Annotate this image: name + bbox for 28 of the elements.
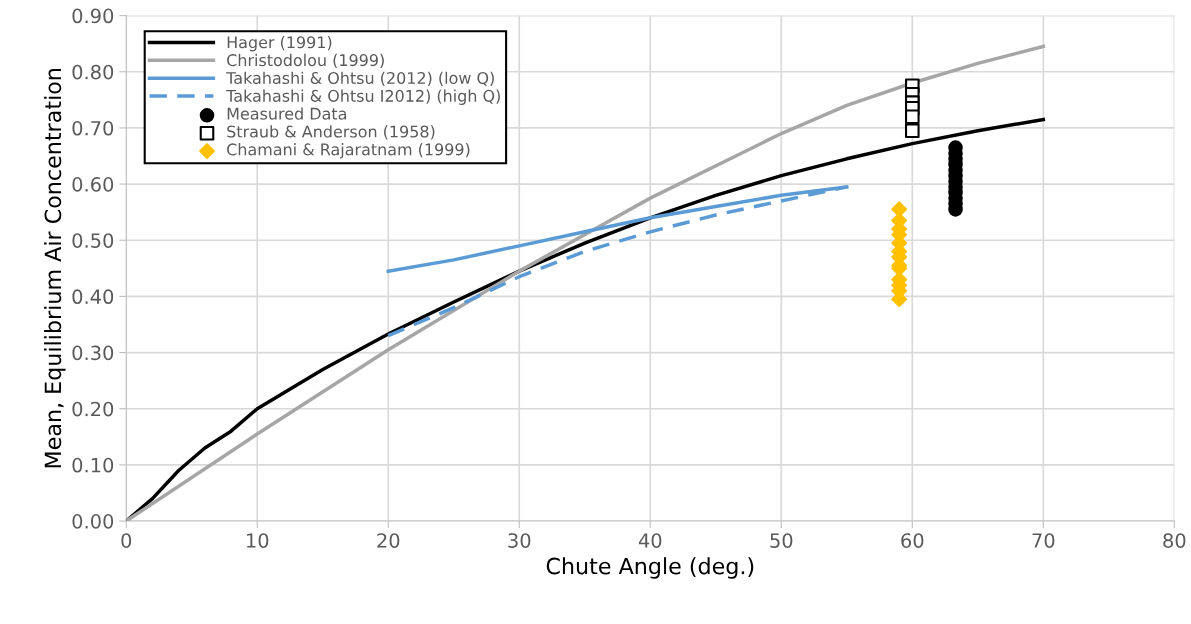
legend-label: Measured Data <box>227 107 346 120</box>
legend-label: Christodolou (1999) <box>227 53 384 69</box>
x-tick-label: 0 <box>121 533 132 548</box>
legend-label: Takahashi & Ohtsu (2012) (low Q) <box>226 71 494 86</box>
y-tick-label: 0.10 <box>72 457 114 473</box>
x-axis-title: Chute Angle (deg.) <box>546 557 754 579</box>
x-tick-label: 80 <box>1163 533 1186 548</box>
x-tick-label: 70 <box>1032 533 1055 548</box>
y-tick-label: 0.30 <box>72 345 114 361</box>
legend-label: Takahashi & Ohtsu I2012) (high Q) <box>226 89 500 105</box>
y-tick-label: 0.60 <box>72 177 114 192</box>
y-tick-label: 0.40 <box>72 289 114 305</box>
x-tick-label: 10 <box>247 533 269 548</box>
x-tick-label: 60 <box>901 533 924 548</box>
legend-label: Chamani & Rajaratnam (1999) <box>227 143 470 159</box>
x-tick-label: 20 <box>377 533 400 548</box>
legend-label: Hager (1991) <box>227 35 332 52</box>
y-tick-label: 0.80 <box>72 64 114 80</box>
y-tick-label: 0.50 <box>72 233 114 248</box>
y-axis-title: Mean, Equilibrium Air Concentration <box>44 68 66 468</box>
y-tick-label: 0.20 <box>72 401 114 417</box>
y-tick-label: 0.90 <box>72 8 114 24</box>
x-tick-label: 50 <box>770 533 793 548</box>
x-tick-label: 40 <box>638 533 662 548</box>
y-tick-label: 0.00 <box>72 514 114 529</box>
y-tick-label: 0.70 <box>72 120 114 136</box>
legend-label: Straub & Anderson (1958) <box>227 125 435 140</box>
x-tick-label: 30 <box>508 533 531 548</box>
